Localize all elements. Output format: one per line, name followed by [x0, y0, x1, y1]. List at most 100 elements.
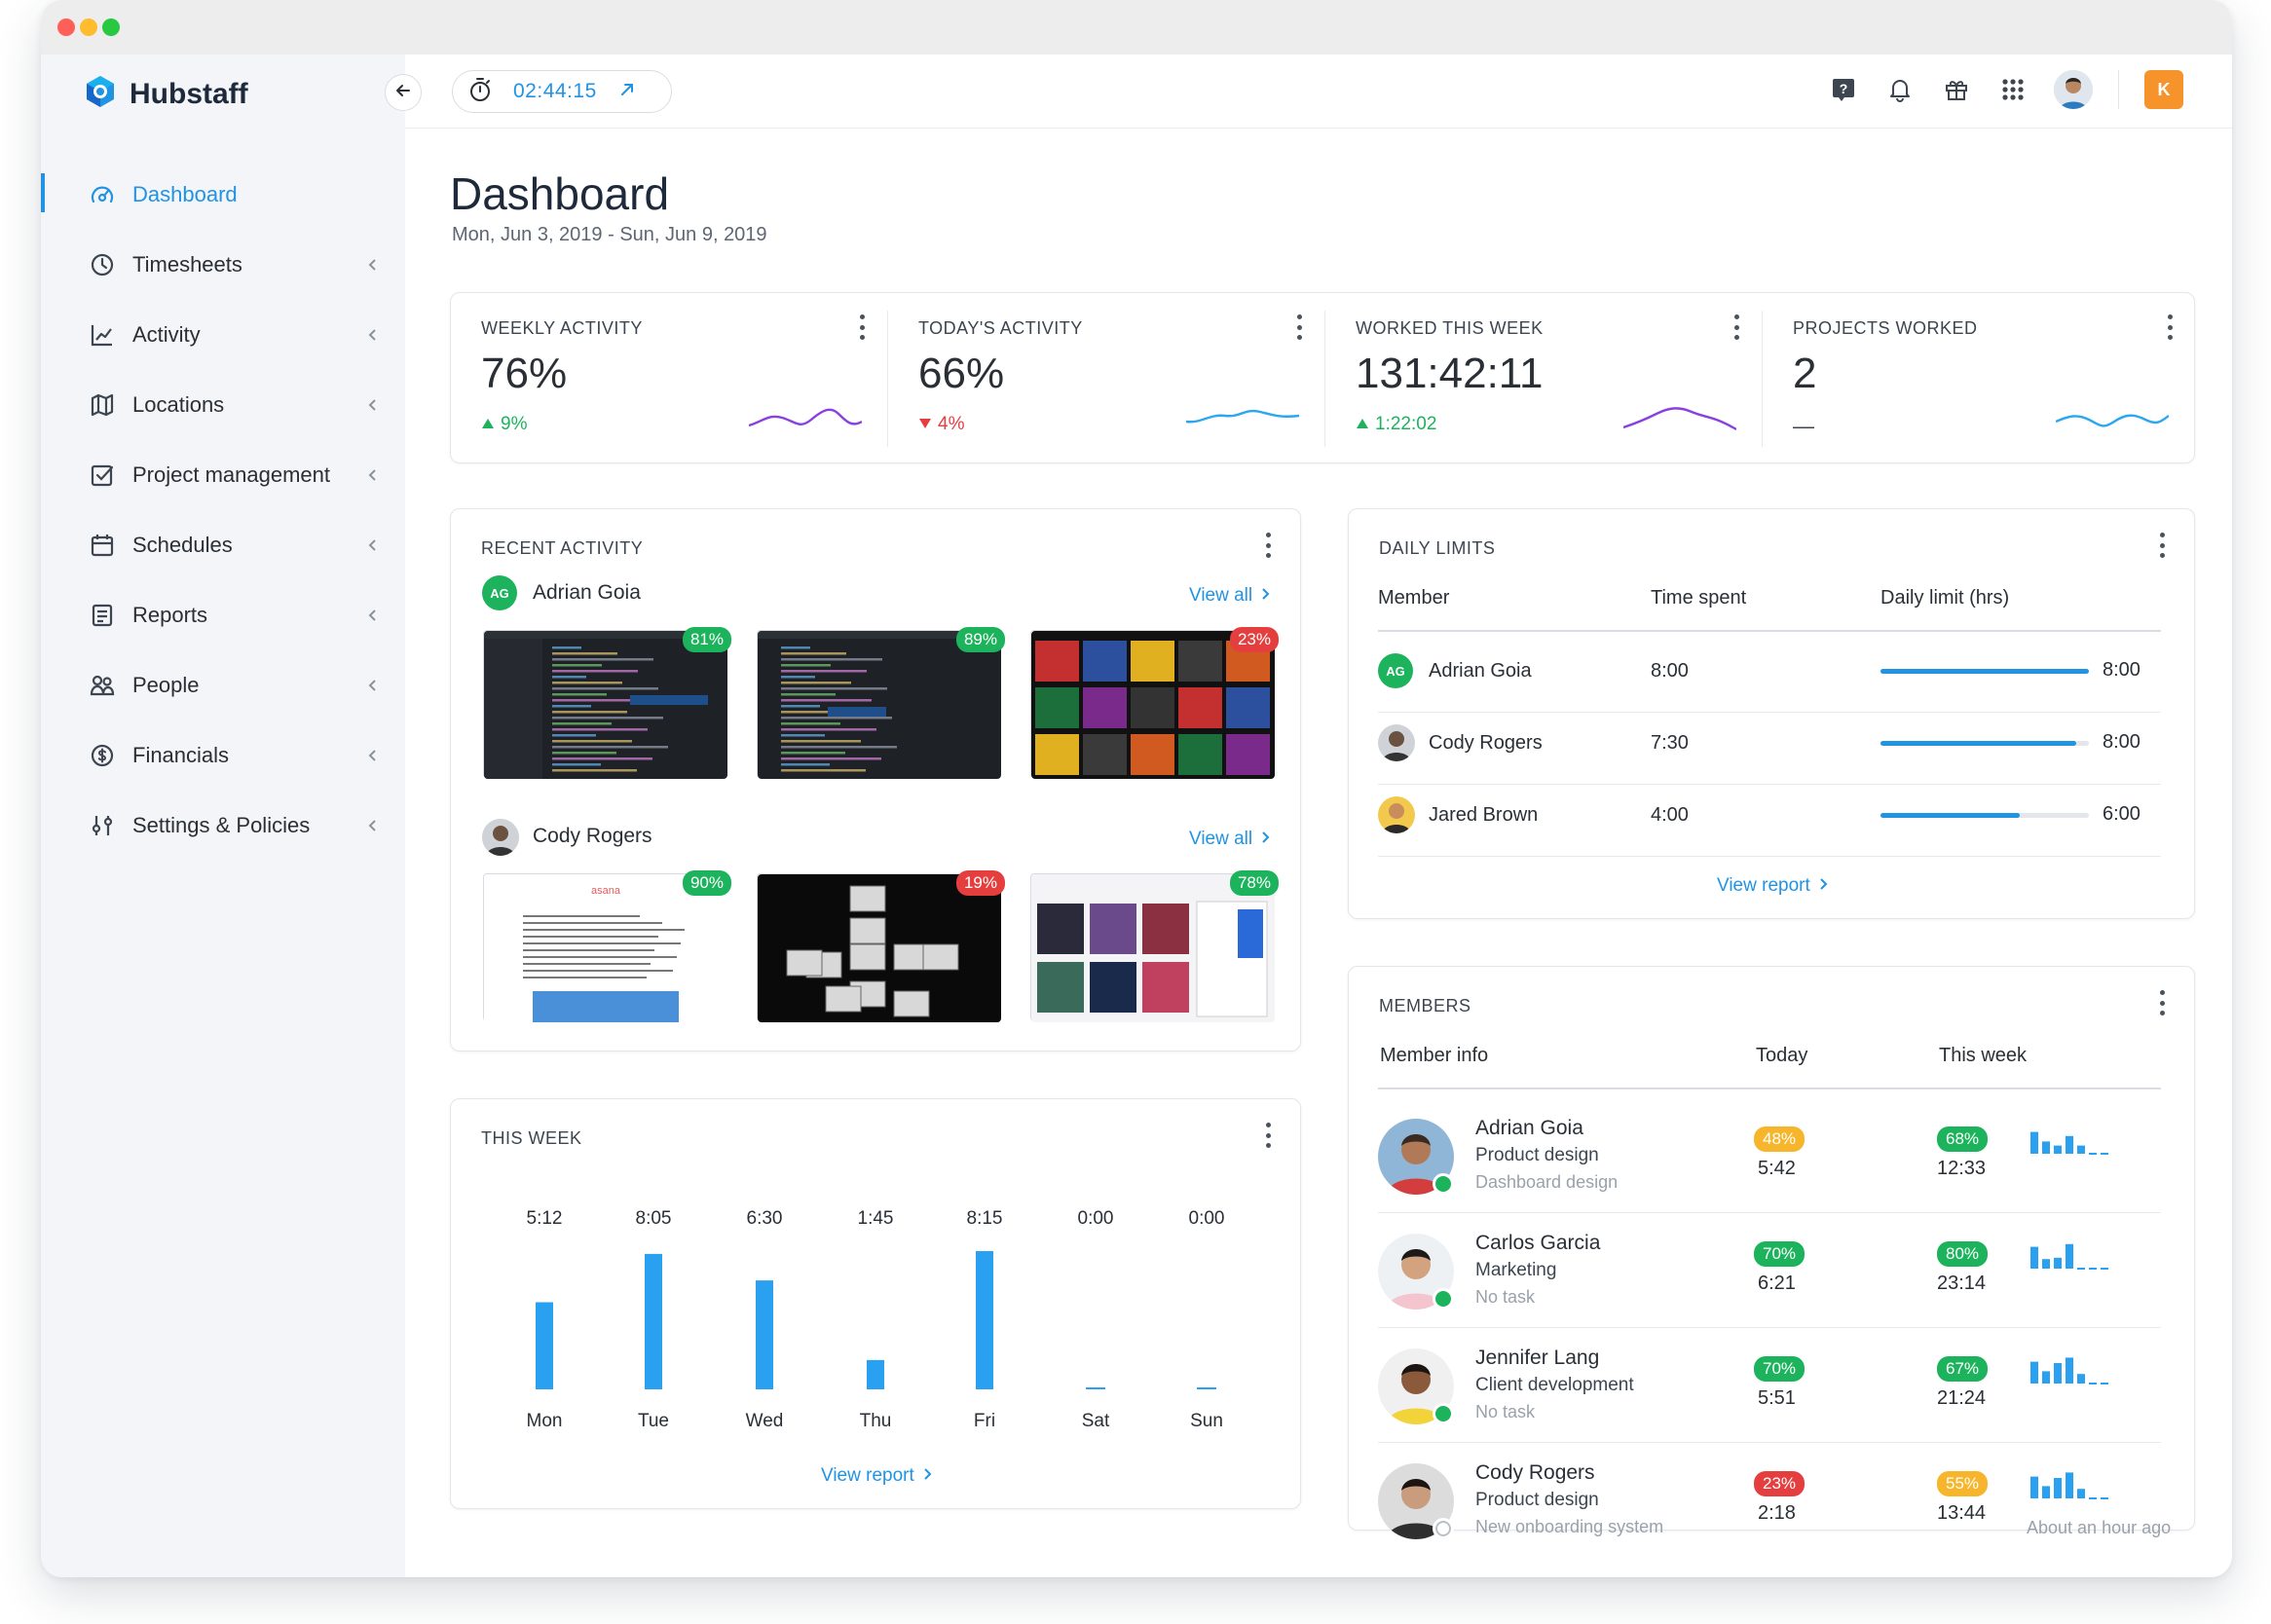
sidebar-item-dashboard[interactable]: Dashboard [41, 160, 405, 230]
recent-activity-user-name[interactable]: Adrian Goia [533, 581, 641, 604]
member-name[interactable]: Cody Rogers [1475, 1461, 1595, 1484]
sidebar-item-label: Locations [132, 392, 225, 417]
report-icon [88, 601, 117, 630]
daily-limit-progress [1880, 669, 2089, 674]
member-task: Dashboard design [1475, 1172, 1619, 1192]
organization-badge[interactable]: K [2144, 70, 2183, 109]
sidebar-item-financials[interactable]: Financials [41, 720, 405, 791]
window-titlebar [41, 0, 2232, 55]
stat-menu-button[interactable] [2167, 314, 2173, 340]
stat-weekly-activity: WEEKLY ACTIVITY 76% 9% [451, 293, 886, 462]
member-name[interactable]: Adrian Goia [1475, 1117, 1583, 1139]
sidebar-item-activity[interactable]: Activity [41, 300, 405, 370]
chevron-left-icon [366, 253, 378, 278]
week-bar-fri[interactable] [976, 1251, 993, 1389]
stat-menu-button[interactable] [1296, 314, 1302, 340]
sidebar-item-settings-policies[interactable]: Settings & Policies [41, 791, 405, 861]
view-all-link[interactable]: View all [1189, 829, 1270, 850]
week-bar-mon[interactable] [536, 1302, 553, 1389]
daily-limits-view-report-link[interactable]: View report [1717, 875, 1828, 897]
gift-icon[interactable] [1941, 70, 1972, 109]
member-week-mini-chart [2030, 1472, 2108, 1499]
chevron-left-icon [366, 534, 378, 559]
sidebar-item-schedules[interactable]: Schedules [41, 510, 405, 580]
user-avatar[interactable] [2054, 70, 2093, 109]
member-week-bar [2042, 1486, 2050, 1498]
member-week-bar [2089, 1153, 2097, 1155]
this-week-title: THIS WEEK [481, 1128, 582, 1148]
sidebar-item-label: Schedules [132, 533, 233, 557]
maximize-window-button[interactable] [102, 18, 120, 36]
member-avatar[interactable] [1378, 1119, 1454, 1195]
week-bar-wed[interactable] [756, 1280, 773, 1389]
activity-screenshot[interactable]: asana 90% [483, 870, 731, 1022]
help-icon[interactable]: ? [1828, 70, 1859, 109]
member-week-bar [2054, 1145, 2062, 1154]
apps-grid-icon[interactable] [1997, 70, 2029, 109]
close-window-button[interactable] [57, 18, 75, 36]
member-week-bar [2030, 1361, 2038, 1384]
bell-icon[interactable] [1884, 70, 1916, 109]
activity-screenshot[interactable]: 78% [1030, 870, 1279, 1022]
avatar: AG [482, 575, 517, 610]
date-range: Mon, Jun 3, 2019 - Sun, Jun 9, 2019 [452, 224, 767, 245]
sidebar-item-timesheets[interactable]: Timesheets [41, 230, 405, 300]
daily-limits-menu-button[interactable] [2159, 533, 2165, 558]
member-week-bar [2101, 1497, 2108, 1499]
view-all-link[interactable]: View all [1189, 585, 1270, 607]
recent-activity-user-name[interactable]: Cody Rogers [533, 825, 652, 847]
member-week-bar [2089, 1268, 2097, 1270]
activity-percent-badge: 90% [682, 870, 731, 896]
bar-value-label: 0:00 [1078, 1208, 1114, 1229]
activity-percent-badge: 78% [1229, 870, 1279, 896]
member-role: Marketing [1475, 1260, 1557, 1280]
member-avatar[interactable] [1378, 1463, 1454, 1539]
daily-limit-member-name[interactable]: Cody Rogers [1429, 732, 1543, 754]
activity-percent-badge: 23% [1229, 627, 1279, 652]
bar-value-label: 0:00 [1189, 1208, 1225, 1229]
recent-activity-menu-button[interactable] [1265, 533, 1271, 558]
this-week-view-report-link[interactable]: View report [821, 1465, 932, 1487]
member-avatar[interactable] [1378, 1348, 1454, 1424]
activity-screenshot[interactable]: 81% [483, 627, 731, 779]
brand-name: Hubstaff [130, 77, 248, 110]
collapse-sidebar-button[interactable] [385, 74, 422, 111]
stat-worked-this-week: WORKED THIS WEEK 131:42:11 1:22:02 [1325, 293, 1761, 462]
bar-value-label: 8:05 [636, 1208, 672, 1229]
avatar [482, 819, 519, 856]
member-avatar[interactable] [1378, 1234, 1454, 1310]
timer-widget[interactable]: 02:44:15 [452, 70, 672, 113]
activity-screenshot[interactable]: 19% [757, 870, 1005, 1022]
week-bar-tue[interactable] [645, 1253, 662, 1389]
sidebar-item-people[interactable]: People [41, 650, 405, 720]
online-status-icon [1433, 1288, 1454, 1310]
member-last-seen: About an hour ago [2027, 1518, 2172, 1537]
minimize-window-button[interactable] [80, 18, 97, 36]
sidebar-item-reports[interactable]: Reports [41, 580, 405, 650]
brand[interactable]: Hubstaff [83, 74, 248, 114]
expand-arrow-icon[interactable] [618, 81, 636, 103]
members-menu-button[interactable] [2159, 990, 2165, 1015]
stat-menu-button[interactable] [1733, 314, 1739, 340]
activity-screenshot[interactable]: 89% [757, 627, 1005, 779]
dollar-icon [88, 741, 117, 770]
clock-icon [88, 250, 117, 279]
week-bar-sat[interactable] [1086, 1387, 1105, 1389]
triangle-up-icon [1356, 414, 1369, 435]
member-name[interactable]: Jennifer Lang [1475, 1347, 1600, 1369]
sidebar-item-label: People [132, 673, 200, 697]
daily-limit-member-name[interactable]: Adrian Goia [1429, 660, 1532, 682]
week-bar-thu[interactable] [867, 1359, 884, 1389]
sidebar-item-project-management[interactable]: Project management [41, 440, 405, 510]
activity-screenshot[interactable]: 23% [1030, 627, 1279, 779]
stat-delta-value: — [1793, 414, 1814, 438]
daily-limit-member-name[interactable]: Jared Brown [1429, 804, 1539, 826]
this-week-menu-button[interactable] [1265, 1123, 1271, 1148]
sidebar-item-locations[interactable]: Locations [41, 370, 405, 440]
week-bar-sun[interactable] [1197, 1387, 1216, 1389]
member-name[interactable]: Carlos Garcia [1475, 1232, 1601, 1254]
stat-delta: 4% [918, 414, 964, 435]
stat-menu-button[interactable] [859, 314, 865, 340]
view-all-label: View all [1189, 829, 1253, 849]
checkbox-icon [88, 461, 117, 490]
